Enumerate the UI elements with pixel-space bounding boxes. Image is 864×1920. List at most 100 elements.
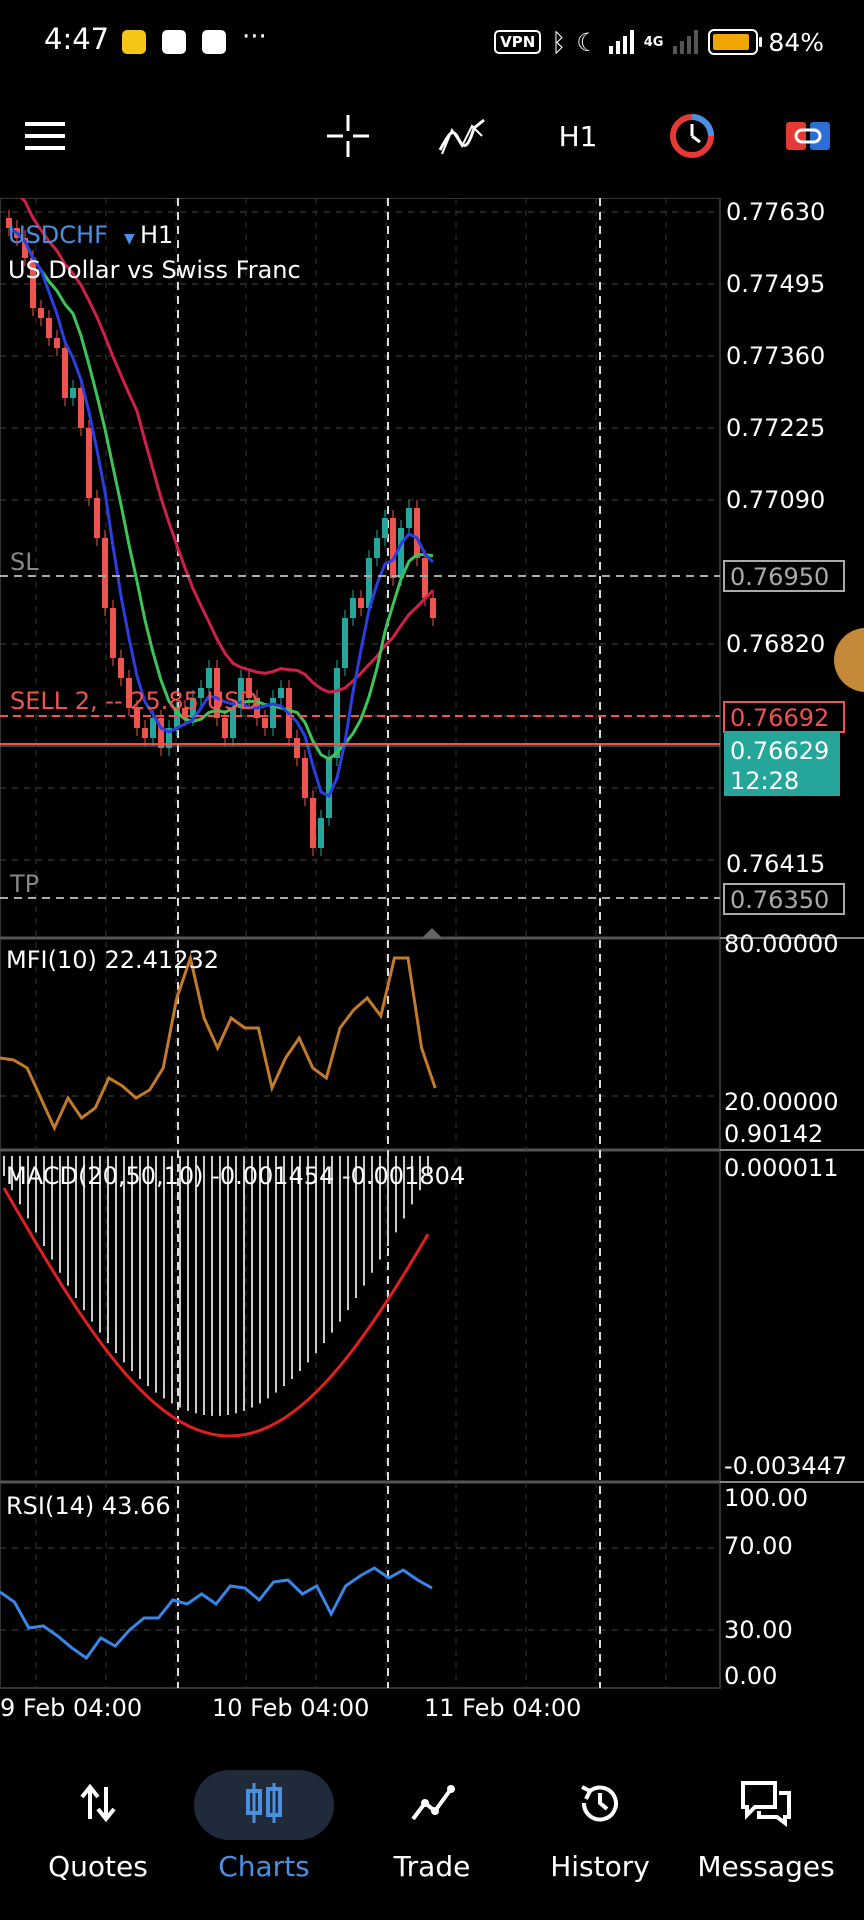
ma-mid-line bbox=[8, 226, 434, 761]
status-indicators: VPN ᛒ ☾ 4G 84% bbox=[494, 22, 824, 62]
crosshair-icon[interactable] bbox=[318, 96, 378, 176]
candle-body bbox=[190, 698, 196, 718]
candle-body bbox=[166, 728, 172, 748]
pane-resize-handle-icon[interactable] bbox=[422, 928, 442, 938]
charts-icon bbox=[184, 1768, 344, 1838]
candle-body bbox=[198, 688, 204, 698]
pane-grid bbox=[0, 198, 864, 1689]
nav-label: Charts bbox=[218, 1850, 310, 1883]
menu-icon[interactable] bbox=[10, 96, 80, 176]
candle-body bbox=[278, 688, 284, 698]
mfi-line bbox=[0, 952, 437, 1132]
status-bar: 4:47 ··· VPN ᛒ ☾ 4G 84% bbox=[0, 0, 864, 86]
nav-history[interactable]: History bbox=[520, 1768, 680, 1908]
candle-body bbox=[294, 738, 300, 758]
trade-panel-icon[interactable] bbox=[778, 96, 838, 176]
nav-quotes[interactable]: Quotes bbox=[18, 1768, 178, 1908]
nav-trade[interactable]: Trade bbox=[352, 1768, 512, 1908]
nav-label: History bbox=[550, 1850, 650, 1883]
order-label[interactable]: SELL 2, -- 25.85 USD bbox=[10, 687, 258, 715]
candle-body bbox=[62, 348, 68, 398]
candle-body bbox=[366, 558, 372, 608]
bid-price-badge bbox=[724, 732, 840, 796]
vpn-icon: VPN bbox=[494, 30, 542, 54]
candle-body bbox=[318, 818, 324, 848]
candle-body bbox=[326, 758, 332, 818]
notification-icon bbox=[202, 30, 226, 54]
macd-label: MACD(20,50,10) -0.001454 -0.001804 bbox=[6, 1162, 465, 1190]
candle-body bbox=[110, 608, 116, 658]
notification-icon bbox=[122, 30, 146, 54]
dropdown-arrow-icon[interactable]: ▼ bbox=[124, 231, 135, 247]
price-label: 0.76820 bbox=[726, 630, 825, 658]
macd-histogram bbox=[3, 1156, 429, 1416]
history-icon bbox=[520, 1768, 680, 1838]
macd-signal-line bbox=[2, 1187, 430, 1438]
price-label: 0.76415 bbox=[726, 850, 825, 878]
candle-body bbox=[94, 498, 100, 538]
mfi-level-80: 80.00000 bbox=[724, 930, 839, 958]
tp-label: TP bbox=[9, 870, 39, 898]
quotes-icon bbox=[18, 1768, 178, 1838]
price-label: 0.77495 bbox=[726, 270, 825, 298]
rsi-level-30: 30.00 bbox=[724, 1616, 793, 1644]
mfi-label: MFI(10) 22.41232 bbox=[6, 946, 219, 974]
sl-label: SL bbox=[10, 548, 39, 576]
chart-toolbar: H1 bbox=[0, 96, 864, 176]
symbol-label[interactable]: USDCHF bbox=[8, 221, 108, 249]
mfi-extra: 0.90142 bbox=[724, 1120, 823, 1148]
bluetooth-icon: ᛒ bbox=[551, 27, 567, 57]
time-label: 10 Feb 04:00 bbox=[212, 1694, 370, 1722]
candle-body bbox=[102, 538, 108, 608]
candle-body bbox=[182, 708, 188, 718]
candle-body bbox=[78, 388, 84, 428]
time-label: 9 Feb 04:00 bbox=[0, 1694, 143, 1722]
mfi-level-20: 20.00000 bbox=[724, 1088, 839, 1116]
candle-body bbox=[174, 708, 180, 728]
bottom-navigation: Quotes Charts Trade History Messages bbox=[0, 1750, 864, 1920]
indicators-icon[interactable] bbox=[432, 96, 492, 176]
candle-body bbox=[310, 798, 316, 848]
price-label: 0.77630 bbox=[726, 198, 825, 226]
order-price-box bbox=[723, 701, 845, 733]
signal-icon-2 bbox=[673, 30, 699, 54]
candle-body bbox=[334, 668, 340, 758]
chart-area[interactable]: USDCHF ▼ H1 US Dollar vs Swiss Franc SL … bbox=[0, 198, 864, 1694]
notification-icon bbox=[162, 30, 186, 54]
candle-body bbox=[70, 388, 76, 398]
side-handle-icon[interactable] bbox=[834, 628, 864, 692]
more-notifications-icon: ··· bbox=[242, 22, 267, 52]
ma-slow-line bbox=[19, 198, 435, 694]
candle-body bbox=[86, 428, 92, 498]
candle-body bbox=[302, 758, 308, 798]
nav-charts[interactable]: Charts bbox=[184, 1768, 344, 1908]
price-label: 0.77225 bbox=[726, 414, 825, 442]
nav-messages[interactable]: Messages bbox=[686, 1768, 846, 1908]
bar-timer: 12:28 bbox=[730, 767, 799, 795]
candle-body bbox=[118, 658, 124, 678]
timeframe-label: H1 bbox=[140, 221, 173, 249]
objects-icon[interactable] bbox=[662, 96, 722, 176]
candle-body bbox=[430, 598, 436, 618]
timeframe-button[interactable]: H1 bbox=[558, 119, 598, 153]
candle-body bbox=[54, 338, 60, 348]
candle-body bbox=[374, 538, 380, 558]
candle-body bbox=[150, 718, 156, 738]
signal-icon bbox=[608, 30, 634, 54]
sl-price-box bbox=[723, 560, 845, 592]
candle-body bbox=[222, 718, 228, 738]
tp-price: 0.76350 bbox=[730, 886, 829, 914]
rsi-level-0: 0.00 bbox=[724, 1662, 777, 1690]
price-axis: 0.77630 0.77495 0.77360 0.77225 0.77090 0.768… bbox=[726, 198, 825, 878]
candle-body bbox=[350, 598, 356, 618]
candlestick-series bbox=[6, 210, 436, 856]
active-tab-indicator bbox=[194, 1770, 334, 1840]
battery-percent: 84% bbox=[768, 27, 824, 57]
trade-icon bbox=[352, 1768, 512, 1838]
messages-icon bbox=[686, 1768, 846, 1838]
rsi-level-70: 70.00 bbox=[724, 1532, 793, 1560]
status-time: 4:47 bbox=[44, 22, 110, 56]
symbol-description: US Dollar vs Swiss Franc bbox=[8, 256, 301, 284]
network-type: 4G bbox=[643, 34, 664, 50]
candle-body bbox=[422, 558, 428, 598]
